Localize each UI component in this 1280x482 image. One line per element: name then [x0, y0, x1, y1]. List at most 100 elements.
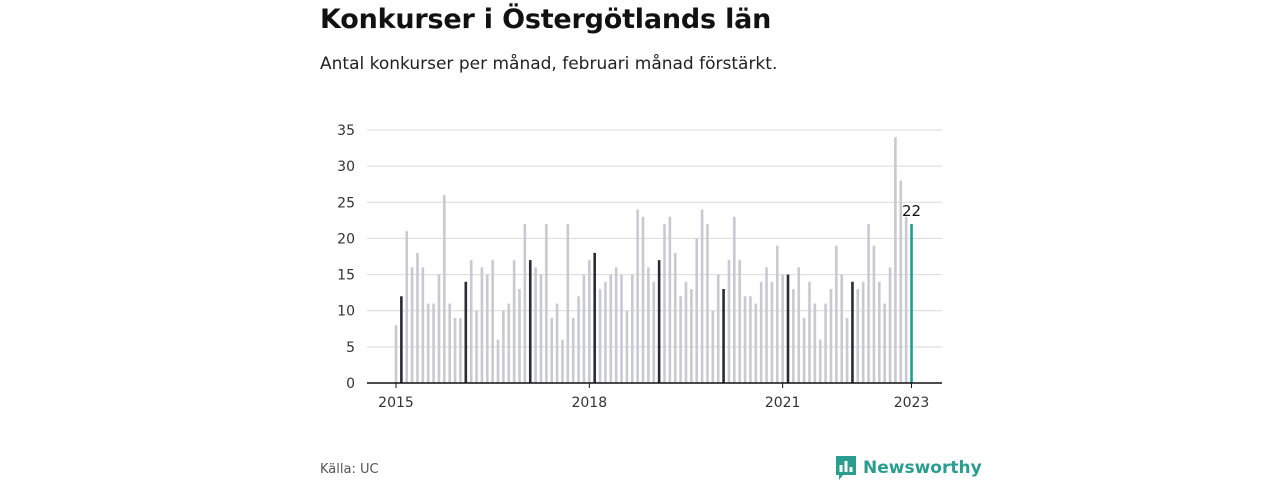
bar [786, 274, 790, 383]
bar [888, 267, 892, 383]
y-axis-ticks: 0 5 10 15 20 25 30 35 [337, 123, 355, 392]
bar [641, 216, 645, 383]
bar [765, 267, 768, 383]
bar [727, 260, 731, 383]
x-tick-label: 2015 [378, 395, 414, 411]
source-note: Källa: UC [320, 462, 379, 477]
bar [426, 303, 430, 383]
bar [625, 310, 629, 383]
bar [598, 289, 602, 383]
bar [878, 281, 881, 383]
bar [523, 223, 527, 383]
chart-title: Konkurser i Östergötlands län [320, 4, 772, 35]
bar [749, 296, 752, 383]
bar [684, 281, 688, 383]
x-tick-label: 2023 [894, 395, 930, 411]
bar [630, 274, 634, 383]
bar [459, 317, 462, 383]
y-tick-label: 5 [346, 340, 355, 356]
bar [443, 195, 446, 383]
bar [824, 303, 827, 383]
bar [663, 223, 666, 383]
newsworthy-logo[interactable]: Newsworthy [835, 454, 982, 482]
newsworthy-icon [836, 456, 856, 480]
bar [464, 281, 468, 383]
bar [528, 260, 532, 383]
data-labels: 22 [902, 202, 921, 220]
bar [491, 260, 494, 383]
bar [416, 252, 419, 383]
bar [894, 137, 897, 383]
last-value-label: 22 [902, 202, 921, 220]
bar [588, 260, 591, 383]
bar [657, 260, 661, 383]
bar [518, 289, 521, 383]
bar [620, 274, 623, 383]
bar [883, 303, 886, 383]
bar [437, 274, 441, 383]
bar [448, 303, 451, 383]
bar [695, 238, 699, 383]
bar [485, 274, 489, 383]
chart-subtitle: Antal konkurser per månad, februari måna… [320, 54, 778, 74]
bar [829, 289, 833, 383]
bar [835, 245, 838, 383]
bar [539, 274, 543, 383]
bar [647, 267, 650, 383]
bar [743, 296, 747, 383]
bar [614, 267, 618, 383]
bar [802, 317, 806, 383]
bar [480, 267, 484, 383]
bar [813, 303, 817, 383]
bar [604, 281, 607, 383]
bar [759, 281, 763, 383]
y-tick-label: 35 [337, 123, 355, 139]
bar [851, 281, 854, 383]
bar [496, 339, 500, 383]
bar [469, 260, 473, 383]
bar [555, 303, 559, 383]
bar [904, 216, 908, 383]
bar [733, 216, 736, 383]
bar [792, 289, 795, 383]
x-tick-label: 2018 [571, 395, 607, 411]
bar [609, 274, 613, 383]
bar [706, 223, 709, 383]
bar [582, 274, 586, 383]
bar [690, 289, 693, 383]
bar [700, 209, 704, 383]
y-tick-label: 20 [337, 231, 355, 247]
bar [722, 289, 725, 383]
bar [775, 245, 779, 383]
bar [818, 339, 822, 383]
bar [910, 223, 913, 383]
bar [566, 223, 570, 383]
bar [808, 281, 811, 383]
bar [738, 260, 741, 383]
x-tick-label: 2021 [765, 395, 801, 411]
bar [754, 303, 758, 383]
bar [421, 267, 425, 383]
y-tick-label: 0 [346, 376, 355, 392]
bar [679, 296, 682, 383]
bars [394, 137, 913, 383]
brand-name: Newsworthy [863, 458, 982, 478]
bar [845, 317, 849, 383]
bar [502, 310, 505, 383]
bar [711, 310, 715, 383]
bar [475, 310, 478, 383]
y-tick-label: 15 [337, 268, 355, 284]
bar [410, 267, 414, 383]
bar [507, 303, 511, 383]
bar [716, 274, 720, 383]
bar [861, 281, 865, 383]
bar [673, 252, 677, 383]
bar [652, 281, 656, 383]
bar [534, 267, 537, 383]
bar [400, 296, 403, 383]
bar [668, 216, 672, 383]
bar [899, 180, 903, 383]
bar [593, 252, 596, 383]
bar [405, 231, 409, 383]
